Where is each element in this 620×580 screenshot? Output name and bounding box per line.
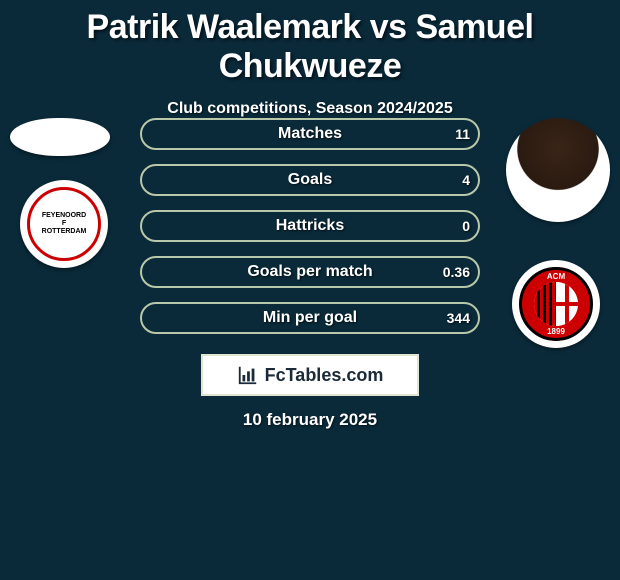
watermark-text: FcTables.com: [265, 365, 384, 386]
stat-row: Min per goal344: [0, 302, 620, 348]
stat-label: Matches: [140, 118, 480, 150]
comparison-infographic: Patrik Waalemark vs Samuel Chukwueze Clu…: [0, 0, 620, 580]
stat-label: Goals: [140, 164, 480, 196]
stat-value-right: 0.36: [443, 256, 470, 288]
subtitle: Club competitions, Season 2024/2025: [0, 100, 620, 118]
stat-row: Hattricks0: [0, 210, 620, 256]
stat-value-right: 0: [462, 210, 470, 242]
watermark-badge: FcTables.com: [201, 354, 419, 396]
stat-label: Hattricks: [140, 210, 480, 242]
stat-label: Goals per match: [140, 256, 480, 288]
date-text: 10 february 2025: [0, 410, 620, 430]
stat-value-right: 344: [447, 302, 470, 334]
stat-row: Matches11: [0, 118, 620, 164]
stat-value-right: 11: [455, 118, 470, 150]
chart-icon: [237, 364, 259, 386]
page-title: Patrik Waalemark vs Samuel Chukwueze: [0, 0, 620, 86]
stats-bars: Matches11Goals4Hattricks0Goals per match…: [0, 118, 620, 348]
stat-label: Min per goal: [140, 302, 480, 334]
stat-row: Goals4: [0, 164, 620, 210]
stat-row: Goals per match0.36: [0, 256, 620, 302]
stat-value-right: 4: [462, 164, 470, 196]
